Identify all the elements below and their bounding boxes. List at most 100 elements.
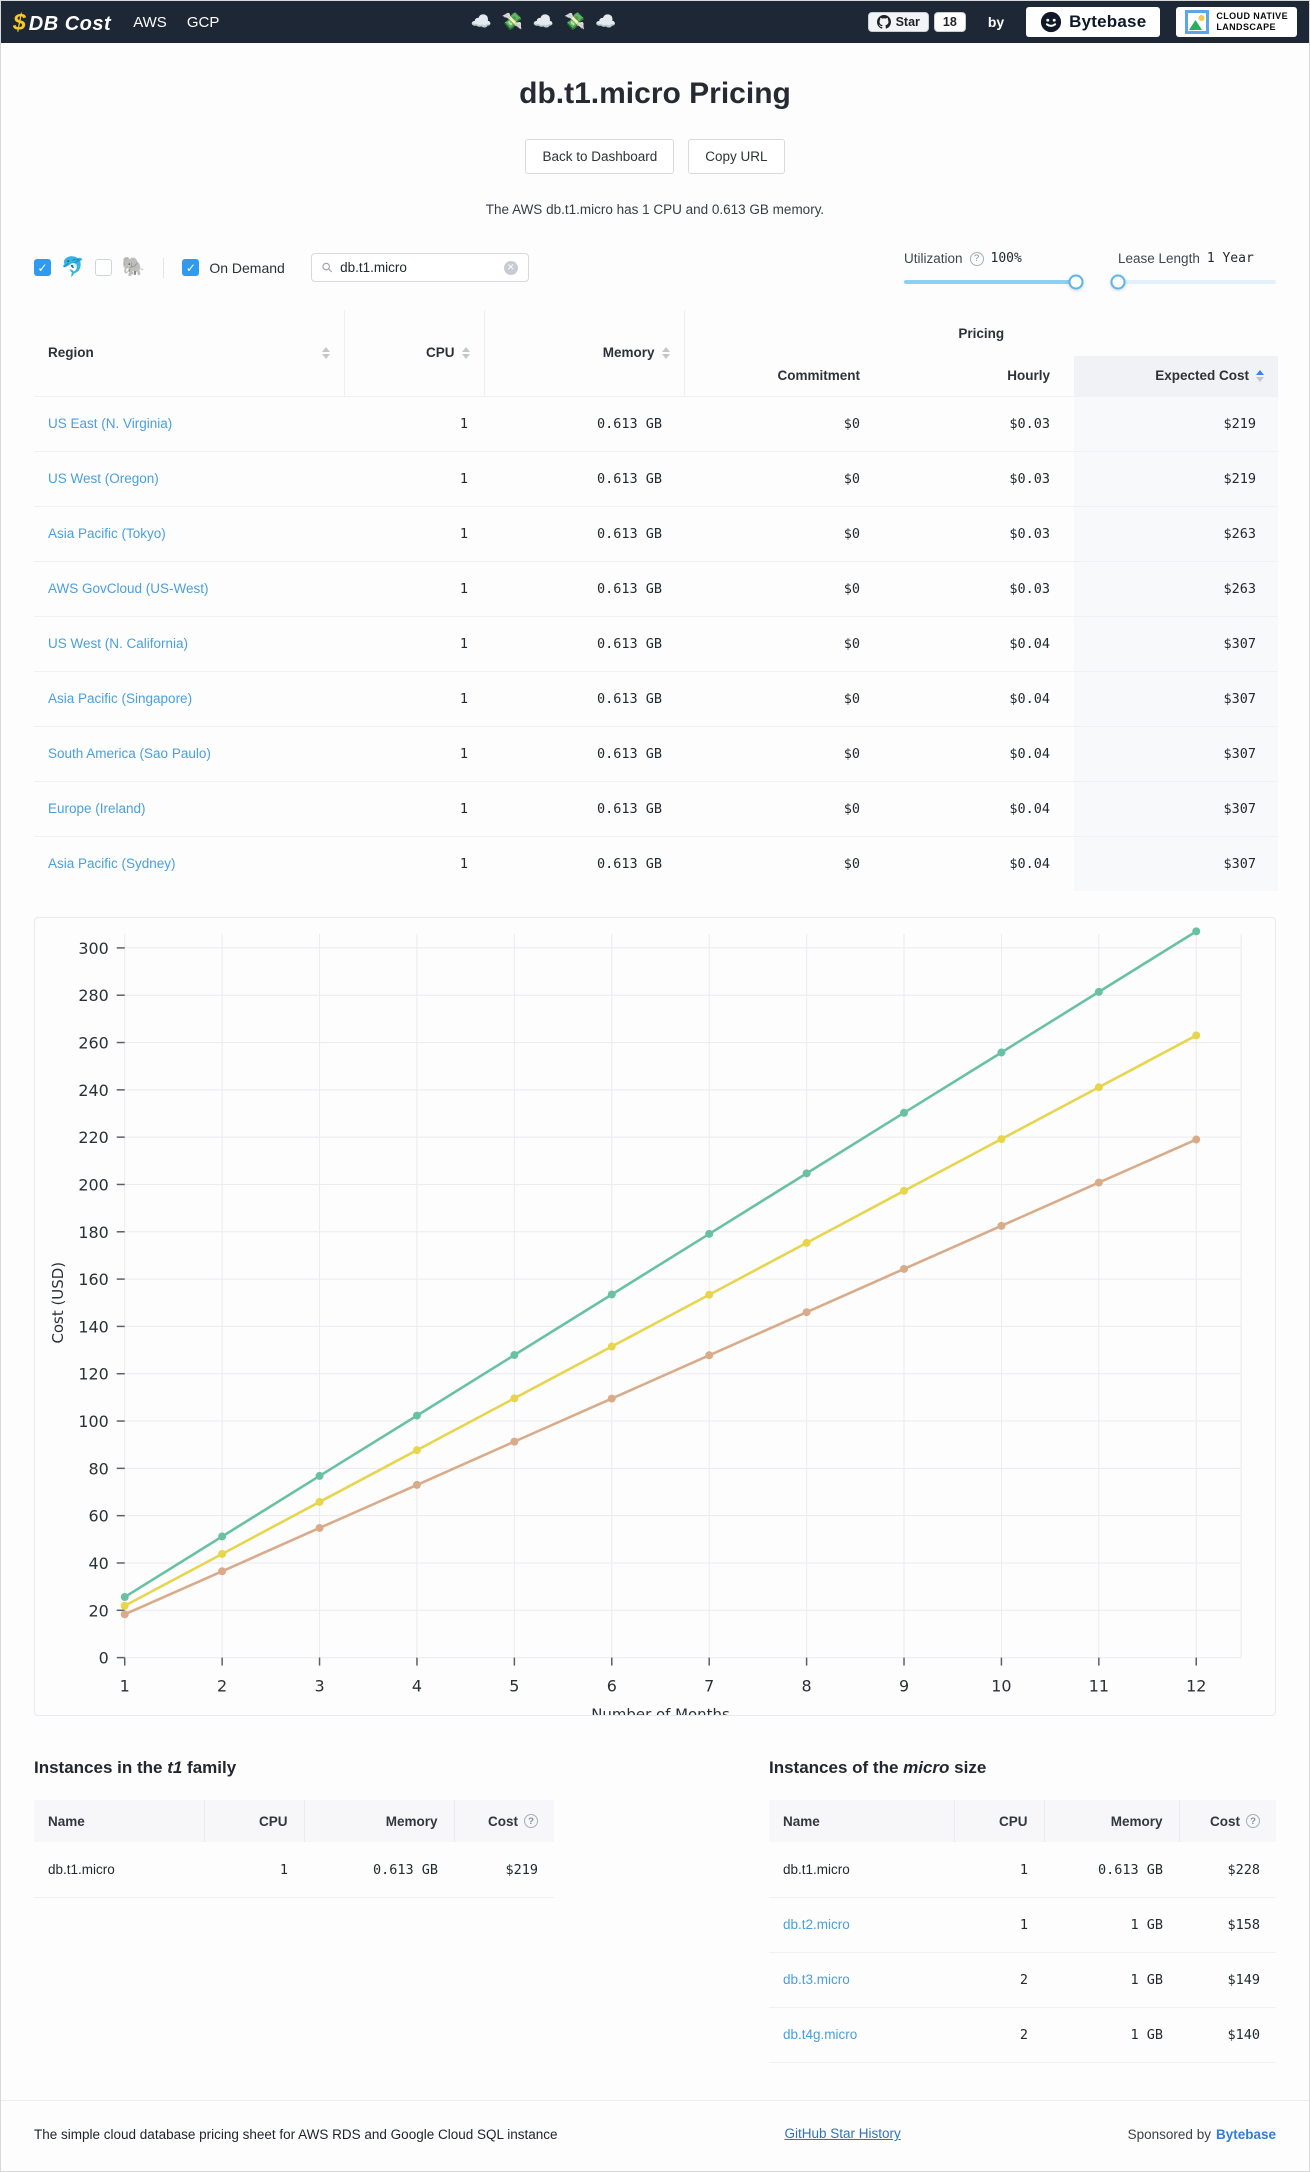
cpu-cell: 1	[344, 615, 484, 671]
region-column-header[interactable]: Region	[34, 310, 345, 396]
github-star-history-link[interactable]: GitHub Star History	[784, 2126, 901, 2141]
name-cell: db.t4g.micro	[769, 2007, 954, 2063]
svg-text:0: 0	[99, 1649, 109, 1668]
sponsored-prefix: Sponsored by	[1127, 2126, 1211, 2142]
bytebase-link[interactable]: Bytebase	[1215, 2126, 1276, 2142]
copy-url-button[interactable]: Copy URL	[688, 139, 785, 174]
svg-text:260: 260	[78, 1034, 108, 1053]
nav-item-gcp[interactable]: GCP	[186, 13, 220, 31]
svg-text:8: 8	[802, 1676, 812, 1695]
mysql-icon: 🐬	[61, 257, 85, 278]
cloud-native-landscape-badge[interactable]: CLOUD NATIVE LANDSCAPE	[1176, 7, 1297, 37]
instance-link[interactable]: db.t2.micro	[783, 1917, 850, 1933]
github-star-widget: Star 18	[867, 12, 966, 32]
cpu-cell: 1	[344, 670, 484, 726]
region-link[interactable]: Asia Pacific (Tokyo)	[48, 526, 166, 541]
svg-text:6: 6	[607, 1676, 617, 1695]
region-link[interactable]: Asia Pacific (Sydney)	[48, 856, 176, 872]
name-cell: db.t3.micro	[769, 1952, 954, 2008]
cost-help-icon[interactable]: ?	[524, 1814, 538, 1829]
cost-cell: $158	[1179, 1897, 1276, 1953]
nav-emojis: ☁️ 💸 ☁️ 💸 ☁️	[235, 12, 851, 32]
memory-cell: 1 GB	[1044, 1952, 1179, 2008]
lease-slider-track[interactable]	[1110, 274, 1276, 290]
region-cell: South America (Sao Paulo)	[34, 725, 344, 781]
decor-emoji: 💸	[501, 12, 523, 31]
region-link[interactable]: Europe (Ireland)	[48, 801, 146, 816]
family-section: Instances in the t1 family Name CPU Memo…	[34, 1758, 554, 2063]
star-label: Star	[895, 15, 920, 29]
utilization-help-icon[interactable]: ?	[969, 251, 984, 266]
nav-item-aws[interactable]: AWS	[133, 13, 167, 31]
on-demand-checkbox[interactable]: ✓	[182, 259, 200, 276]
pricing-table-header: Region CPU Memory Pricing Commitment Hou…	[34, 310, 1278, 396]
hourly-cell: $0.03	[884, 450, 1074, 506]
utilization-slider-track[interactable]	[904, 274, 1084, 290]
bytebase-badge[interactable]: Bytebase	[1026, 7, 1161, 37]
lease-label-row: Lease Length 1 Year	[1118, 251, 1276, 266]
sort-icon-active[interactable]	[1256, 369, 1264, 382]
instance-row: db.t4g.micro 2 1 GB $140	[769, 2007, 1276, 2063]
name-column-header: Name	[34, 1800, 204, 1843]
region-link[interactable]: US West (Oregon)	[48, 471, 159, 486]
github-star-button[interactable]: Star	[867, 12, 929, 32]
postgresql-checkbox[interactable]	[94, 259, 112, 276]
mysql-checkbox[interactable]: ✓	[34, 259, 51, 276]
hourly-cell: $0.04	[884, 725, 1074, 781]
github-star-count[interactable]: 18	[933, 12, 966, 32]
instance-row: db.t1.micro 1 0.613 GB $228	[769, 1842, 1276, 1898]
title-suffix: size	[949, 1758, 987, 1778]
cost-cell: $219	[454, 1842, 554, 1898]
cpu-cell: 1	[954, 1842, 1044, 1898]
region-link[interactable]: US West (N. California)	[48, 636, 189, 651]
pricing-row: US West (N. California) 1 0.613 GB $0 $0.04 $…	[34, 615, 1278, 671]
sort-icon[interactable]	[461, 346, 470, 359]
memory-cell: 0.613 GB	[484, 835, 684, 891]
clear-search-icon[interactable]: ✕	[503, 260, 518, 275]
svg-text:240: 240	[78, 1081, 108, 1100]
pricing-row: US East (N. Virginia) 1 0.613 GB $0 $0.03 $21…	[34, 395, 1278, 451]
pricing-row: AWS GovCloud (US-West) 1 0.613 GB $0 $0.03 $2…	[34, 560, 1278, 616]
search-input[interactable]	[340, 260, 496, 275]
region-link[interactable]: Asia Pacific (Singapore)	[48, 691, 193, 706]
utilization-value: 100%	[990, 251, 1022, 266]
svg-text:280: 280	[78, 986, 108, 1005]
commitment-column-header[interactable]: Commitment	[777, 368, 860, 384]
hourly-column-header[interactable]: Hourly	[1007, 368, 1050, 384]
decor-emoji: ☁️	[532, 12, 555, 31]
instance-link[interactable]: db.t4g.micro	[783, 2027, 858, 2043]
memory-cell: 0.613 GB	[484, 780, 684, 836]
commitment-cell: $0	[684, 780, 884, 836]
cpu-cell: 1	[344, 835, 484, 891]
hourly-cell: $0.04	[884, 670, 1074, 726]
cost-help-icon[interactable]: ?	[1246, 1814, 1260, 1829]
utilization-slider-handle[interactable]	[1068, 274, 1084, 290]
region-link[interactable]: AWS GovCloud (US-West)	[48, 581, 209, 596]
utilization-label: Utilization	[904, 251, 963, 266]
logo[interactable]: $ DB Cost	[13, 9, 111, 36]
sort-icon[interactable]	[321, 346, 330, 359]
landscape-icon	[1185, 10, 1210, 34]
cpu-column-header[interactable]: CPU	[344, 310, 485, 396]
title-em: t1	[167, 1758, 183, 1778]
lease-label: Lease Length	[1118, 251, 1200, 266]
family-section-title: Instances in the t1 family	[34, 1758, 554, 1778]
pricing-row: Asia Pacific (Tokyo) 1 0.613 GB $0 $0.03 $263	[34, 505, 1278, 561]
svg-text:220: 220	[78, 1128, 108, 1147]
pricing-group-header: Pricing	[958, 325, 1005, 341]
lease-slider-handle[interactable]	[1110, 274, 1126, 290]
title-suffix: family	[182, 1758, 237, 1778]
instance-link[interactable]: db.t3.micro	[783, 1972, 850, 1988]
expected-cost-header-label: Expected Cost	[1155, 368, 1249, 384]
svg-text:100: 100	[78, 1412, 108, 1431]
expected-cell: $307	[1074, 725, 1278, 781]
cost-column-header: Cost?	[453, 1800, 554, 1843]
sort-icon[interactable]	[661, 346, 670, 359]
region-link[interactable]: US East (N. Virginia)	[48, 416, 173, 431]
back-to-dashboard-button[interactable]: Back to Dashboard	[525, 139, 675, 174]
memory-cell: 0.613 GB	[304, 1842, 454, 1898]
region-link[interactable]: South America (Sao Paulo)	[48, 746, 211, 761]
memory-column-header[interactable]: Memory	[484, 310, 685, 396]
expected-cost-column-header[interactable]: Expected Cost	[1074, 356, 1278, 396]
